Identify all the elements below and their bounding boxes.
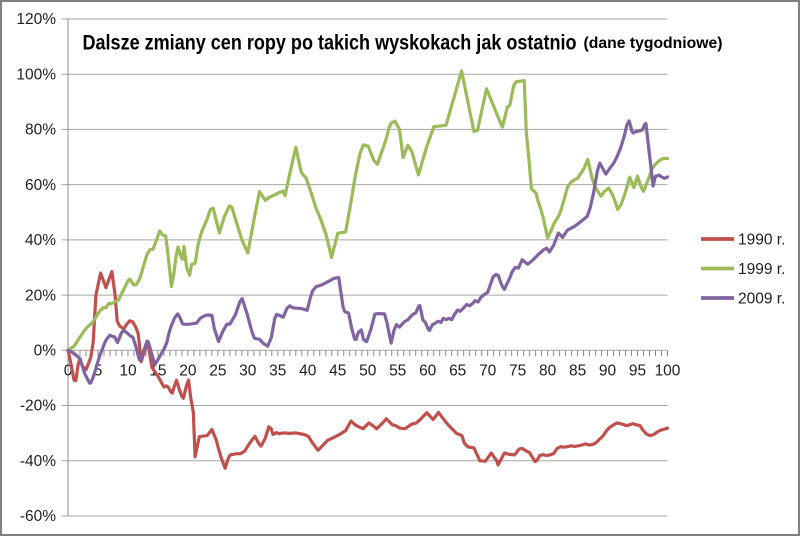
svg-text:80: 80: [539, 363, 557, 380]
svg-text:120%: 120%: [16, 11, 56, 28]
svg-text:65: 65: [449, 363, 466, 380]
svg-text:15: 15: [149, 363, 166, 380]
svg-text:2009 r.: 2009 r.: [738, 290, 785, 307]
svg-text:10: 10: [119, 363, 137, 380]
svg-text:80%: 80%: [25, 122, 56, 139]
svg-text:60%: 60%: [25, 177, 56, 194]
svg-text:5: 5: [94, 363, 103, 380]
svg-text:1990 r.: 1990 r.: [738, 231, 785, 248]
svg-text:1999 r.: 1999 r.: [738, 261, 785, 278]
svg-text:-20%: -20%: [20, 398, 56, 415]
svg-text:100: 100: [655, 363, 681, 380]
svg-text:85: 85: [569, 363, 586, 380]
svg-text:-60%: -60%: [20, 508, 56, 525]
svg-text:(dane tygodniowe): (dane tygodniowe): [584, 35, 723, 52]
svg-text:0: 0: [64, 363, 73, 380]
svg-text:Dalsze zmiany cen ropy po taki: Dalsze zmiany cen ropy po takich wyskoka…: [83, 31, 577, 55]
svg-text:45: 45: [329, 363, 346, 380]
svg-text:30: 30: [239, 363, 257, 380]
svg-text:-40%: -40%: [20, 453, 56, 470]
svg-text:100%: 100%: [16, 66, 56, 83]
svg-text:40: 40: [299, 363, 317, 380]
svg-text:75: 75: [509, 363, 526, 380]
svg-text:70: 70: [479, 363, 497, 380]
svg-text:0%: 0%: [34, 343, 57, 360]
svg-text:40%: 40%: [25, 232, 56, 249]
svg-text:95: 95: [629, 363, 646, 380]
svg-text:60: 60: [419, 363, 437, 380]
svg-text:35: 35: [269, 363, 286, 380]
svg-text:25: 25: [209, 363, 226, 380]
svg-text:50: 50: [359, 363, 377, 380]
svg-text:20: 20: [179, 363, 197, 380]
svg-text:90: 90: [599, 363, 617, 380]
svg-text:55: 55: [389, 363, 406, 380]
svg-text:20%: 20%: [25, 287, 56, 304]
